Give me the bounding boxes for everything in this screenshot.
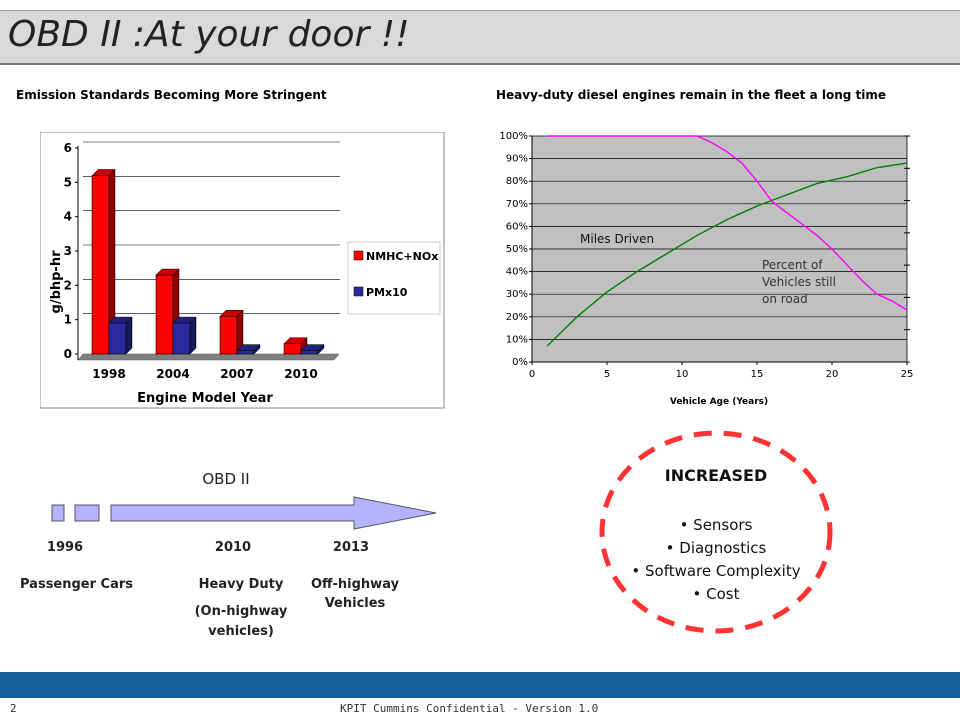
timeline-title: OBD II bbox=[202, 470, 250, 488]
bar-y-tick: 2 bbox=[64, 278, 72, 292]
line-x-tick: 5 bbox=[604, 369, 610, 380]
bar-legend-swatch bbox=[353, 250, 364, 261]
bar-legend-items: NMHC+NOx PMx10 bbox=[353, 250, 438, 299]
line-y-tick: 10% bbox=[506, 334, 528, 345]
x-tick-labels: 1998 2004 2007 2010 bbox=[92, 367, 317, 381]
bar-pmx10-2007 bbox=[236, 350, 255, 355]
line-y-tick: 40% bbox=[506, 267, 528, 278]
slide-title: OBD II :At your door !! bbox=[8, 14, 410, 55]
label-off-highway-vehicles: Vehicles bbox=[324, 596, 386, 611]
left-chart-heading: Emission Standards Becoming More Stringe… bbox=[16, 88, 327, 102]
increased-item-diagnostics: • Diagnostics bbox=[665, 539, 767, 557]
increased-dashed-ring bbox=[599, 430, 833, 634]
line-right-ticks bbox=[904, 135, 910, 363]
line-y-tick-labels: 0% 10% 20% 30% 40% 50% 60% 70% 80% 90% 100% bbox=[499, 131, 532, 368]
page-number: 2 bbox=[10, 702, 17, 715]
label-on-highway: (On-highway bbox=[194, 604, 288, 619]
bar-pmx10-1998 bbox=[108, 322, 127, 355]
bar-nmhc-nox-2007 bbox=[219, 315, 238, 355]
year-2010: 2010 bbox=[214, 540, 252, 555]
bar-xlabel: Engine Model Year bbox=[137, 391, 273, 406]
bar-y-tick: 0 bbox=[64, 347, 72, 361]
label-heavy-duty: Heavy Duty bbox=[198, 577, 284, 592]
line-y-tick: 0% bbox=[512, 357, 528, 368]
increased-item-cost: • Cost bbox=[692, 585, 740, 603]
bar-nmhc-nox-2004 bbox=[155, 274, 174, 355]
bar-y-tick: 1 bbox=[64, 313, 72, 327]
bar-x-tick: 2007 bbox=[220, 367, 253, 381]
bar-pmx10-2004 bbox=[172, 322, 191, 355]
bar-legend-label: NMHC+NOx bbox=[366, 250, 438, 263]
bar-pmx10-2010 bbox=[300, 350, 319, 355]
y-tick-labels: 0 1 2 3 4 5 6 bbox=[64, 141, 78, 361]
bar-floor bbox=[77, 353, 340, 361]
timeline-arrow bbox=[51, 496, 437, 530]
dashed-ellipse bbox=[599, 430, 833, 634]
label-passenger-cars: Passenger Cars bbox=[20, 577, 134, 592]
series-percent-vehicles bbox=[547, 135, 908, 311]
bar-side-face bbox=[189, 316, 197, 355]
chart-frame bbox=[40, 132, 445, 409]
bar-legend-label: PMx10 bbox=[366, 286, 408, 299]
timeline-main-arrow bbox=[110, 496, 437, 530]
bar-nmhc-nox-1998 bbox=[91, 175, 110, 355]
line-x-tick: 15 bbox=[751, 369, 764, 380]
bar-legend-swatch bbox=[353, 286, 364, 297]
series-miles-driven bbox=[546, 162, 908, 347]
footer-bar bbox=[0, 672, 960, 698]
line-x-tick: 20 bbox=[826, 369, 839, 380]
emission-bar-chart: 0 1 2 3 4 5 6 1998 2004 2007 2010 g/bhp-hr Engine… bbox=[40, 132, 445, 409]
line-y-tick: 60% bbox=[506, 221, 528, 232]
bar-legend bbox=[347, 241, 441, 315]
line-series bbox=[546, 135, 908, 347]
title-bar bbox=[0, 10, 960, 65]
label-off-highway: Off-highway bbox=[310, 577, 400, 592]
year-1996: 1996 bbox=[46, 540, 84, 555]
bar-nmhc-nox-2010 bbox=[283, 343, 302, 355]
bar-ylabel: g/bhp-hr bbox=[49, 250, 64, 314]
bar-x-tick: 1998 bbox=[92, 367, 125, 381]
bar-grid bbox=[83, 141, 340, 314]
line-x-tick: 25 bbox=[901, 369, 914, 380]
line-y-tick: 90% bbox=[506, 154, 528, 165]
fleet-line-chart: 0% 10% 20% 30% 40% 50% 60% 70% 80% 90% 100% 0 5 10 15… bbox=[499, 131, 914, 407]
annotation-percent-line1: Percent of bbox=[762, 258, 823, 272]
line-x-tick: 0 bbox=[529, 369, 535, 380]
line-y-tick: 80% bbox=[506, 176, 528, 187]
increased-item-sensors: • Sensors bbox=[679, 516, 753, 534]
increased-title: INCREASED bbox=[664, 466, 768, 485]
year-2013: 2013 bbox=[332, 540, 370, 555]
bar-y-tick: 3 bbox=[64, 244, 72, 258]
bar-side-face bbox=[253, 343, 261, 355]
line-x-tick: 10 bbox=[676, 369, 689, 380]
bar-marks bbox=[91, 168, 325, 355]
bar-x-tick: 2010 bbox=[284, 367, 317, 381]
line-y-tick: 70% bbox=[506, 199, 528, 210]
annotation-percent-line3: on road bbox=[762, 292, 808, 306]
bar-side-face bbox=[125, 316, 133, 355]
line-y-tick: 30% bbox=[506, 289, 528, 300]
increased-item-software: • Software Complexity bbox=[631, 562, 801, 580]
timeline-block-1996 bbox=[51, 504, 65, 522]
annotation-percent-line2: Vehicles still bbox=[762, 275, 836, 289]
line-y-tick: 20% bbox=[506, 312, 528, 323]
bar-x-tick: 2004 bbox=[156, 367, 189, 381]
timeline-block-small bbox=[74, 504, 100, 522]
right-chart-heading: Heavy-duty diesel engines remain in the … bbox=[496, 88, 887, 102]
label-vehicles-paren: vehicles) bbox=[208, 624, 274, 639]
bar-y-tick: 6 bbox=[64, 141, 72, 155]
line-x-tick-labels: 0 5 10 15 20 25 bbox=[529, 362, 914, 380]
annotation-miles-driven: Miles Driven bbox=[580, 232, 654, 246]
line-y-tick: 50% bbox=[506, 244, 528, 255]
footer-text: KPIT Cummins Confidential - Version 1.0 bbox=[340, 702, 599, 715]
bar-side-face bbox=[317, 343, 325, 355]
line-y-tick: 100% bbox=[499, 131, 528, 142]
line-xlabel: Vehicle Age (Years) bbox=[670, 397, 768, 407]
bar-y-tick: 4 bbox=[64, 210, 72, 224]
bar-y-tick: 5 bbox=[64, 175, 72, 189]
